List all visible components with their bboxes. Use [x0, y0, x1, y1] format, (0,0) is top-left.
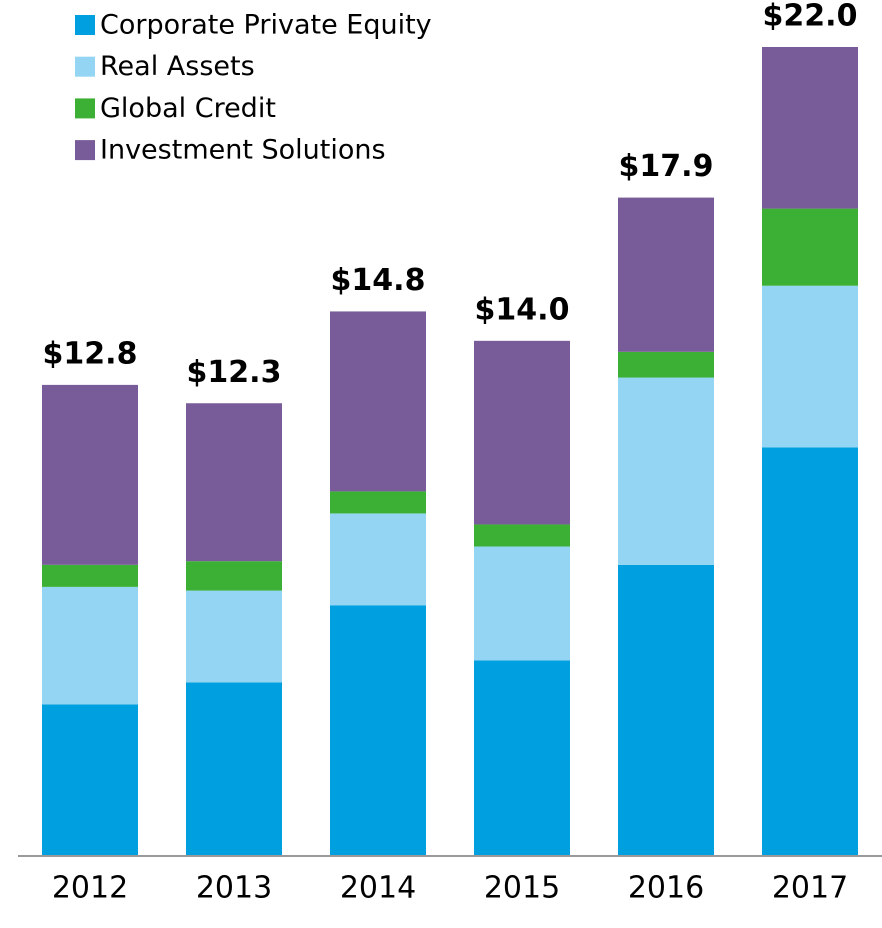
- bar-segment: [474, 660, 570, 855]
- legend-label: Corporate Private Equity: [100, 10, 432, 41]
- total-label: $12.3: [187, 355, 282, 390]
- bar-segment: [186, 682, 282, 855]
- bar-segment: [618, 377, 714, 565]
- bar-segment: [330, 605, 426, 855]
- bar-segment: [762, 208, 858, 286]
- bar-segment: [474, 340, 570, 525]
- bar-segment: [330, 311, 426, 492]
- legend-swatch: [75, 98, 95, 119]
- bar-segment: [42, 586, 138, 705]
- bar-segment: [186, 561, 282, 591]
- bar-segment: [330, 491, 426, 514]
- bar-segment: [42, 564, 138, 587]
- bar-segment: [42, 384, 138, 565]
- x-tick-label: 2013: [196, 871, 272, 906]
- bar-segment: [762, 47, 858, 209]
- bar-segment: [186, 590, 282, 683]
- bar-segment: [762, 285, 858, 448]
- legend-label: Investment Solutions: [100, 135, 386, 166]
- total-label: $12.8: [43, 336, 138, 371]
- bar-segment: [474, 524, 570, 547]
- total-label: $22.0: [763, 0, 858, 34]
- total-label: $14.0: [475, 292, 570, 327]
- total-label: $14.8: [331, 263, 426, 298]
- total-label: $17.9: [619, 149, 714, 184]
- x-tick-label: 2012: [52, 871, 128, 906]
- legend-label: Real Assets: [100, 51, 255, 82]
- legend-swatch: [75, 56, 95, 77]
- bar-segment: [186, 403, 282, 562]
- bar-segment: [618, 197, 714, 352]
- x-tick-label: 2017: [772, 871, 848, 906]
- bar-segment: [618, 564, 714, 855]
- legend-swatch: [75, 15, 95, 35]
- legend-swatch: [75, 140, 95, 161]
- legend-label: Global Credit: [100, 93, 276, 124]
- bar-segment: [474, 546, 570, 661]
- bar-segment: [42, 704, 138, 855]
- x-tick-label: 2014: [340, 871, 416, 906]
- bar-segment: [762, 447, 858, 855]
- bar-segment: [618, 351, 714, 378]
- bar-segment: [330, 513, 426, 606]
- x-tick-label: 2015: [484, 871, 560, 906]
- x-tick-label: 2016: [628, 871, 704, 906]
